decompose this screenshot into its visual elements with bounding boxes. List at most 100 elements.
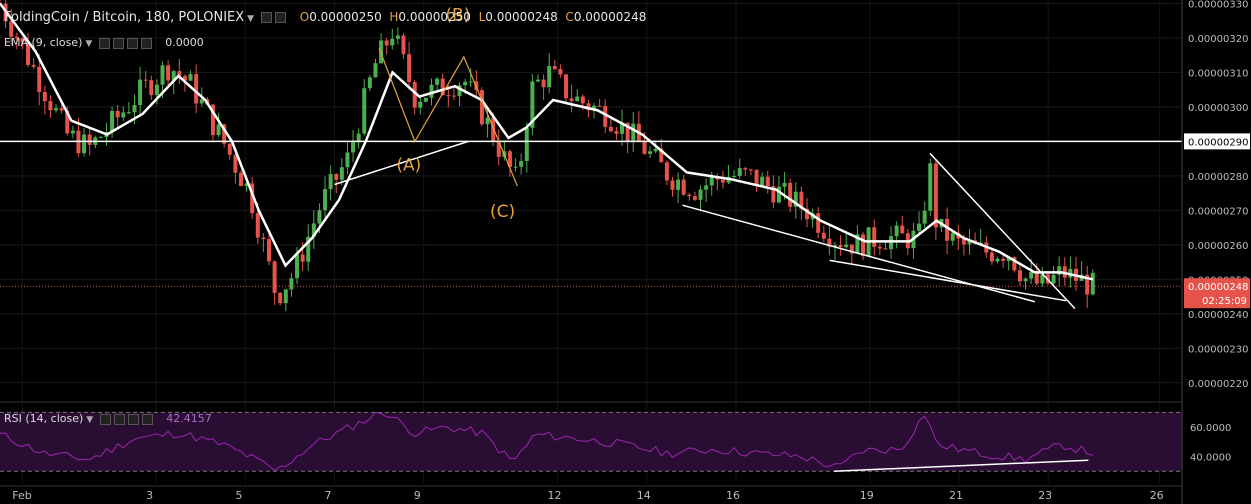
- candle-body: [687, 194, 692, 197]
- rsi-value: 42.4157: [166, 412, 212, 425]
- candle-body: [681, 179, 686, 195]
- trendline-a-support: [334, 140, 469, 186]
- eye-icon[interactable]: [260, 12, 272, 23]
- candle-body: [9, 21, 14, 37]
- more-icon[interactable]: [140, 37, 152, 49]
- settings-icon[interactable]: [274, 12, 286, 23]
- candle-body: [541, 79, 546, 88]
- rsi-line: [0, 411, 1093, 472]
- candle-body: [31, 64, 36, 67]
- candle-body: [334, 174, 339, 180]
- candle-body: [373, 63, 378, 78]
- candle-body: [395, 35, 400, 39]
- candle-body: [261, 237, 266, 240]
- more-icon[interactable]: [141, 413, 153, 425]
- trendline-falling-wedge-upper: [929, 152, 1076, 310]
- price-tick-label: 0.00000230: [1188, 344, 1248, 355]
- price-tick-label: 0.00000270: [1188, 206, 1248, 217]
- candle-body: [463, 81, 468, 86]
- candle-body: [1029, 271, 1034, 279]
- candle-body: [154, 84, 159, 96]
- candle-body: [238, 172, 243, 187]
- hline-badge-label: 0.00000290: [1188, 137, 1248, 148]
- candle-body: [407, 54, 412, 83]
- candle-body: [418, 101, 423, 108]
- candle-body: [289, 278, 294, 290]
- candle-body: [928, 163, 933, 211]
- candle-body: [552, 66, 557, 70]
- candle-body: [597, 105, 602, 107]
- candle-body: [166, 65, 171, 81]
- candle-body: [737, 168, 742, 176]
- candle-body: [485, 117, 490, 125]
- ema-line: [0, 2, 1094, 281]
- settings-icon[interactable]: [112, 37, 124, 49]
- candle-body: [894, 225, 899, 237]
- candle-body: [889, 236, 894, 250]
- candle-body: [748, 169, 753, 171]
- candle-body: [625, 122, 630, 142]
- candle-body: [827, 238, 832, 247]
- candle-body: [121, 112, 126, 118]
- close-icon[interactable]: [126, 37, 138, 49]
- candle-body: [37, 66, 42, 92]
- candle-body: [642, 140, 647, 154]
- candle-body: [978, 242, 983, 244]
- candle-body: [115, 110, 120, 118]
- time-tick-label: 21: [949, 489, 963, 502]
- open-value: 0.00000250: [309, 10, 382, 24]
- candle-body: [451, 95, 456, 97]
- candle-body: [754, 169, 759, 186]
- time-tick-label: 23: [1038, 489, 1052, 502]
- candle-body: [138, 79, 143, 106]
- candle-body: [14, 36, 19, 39]
- eye-icon[interactable]: [99, 413, 111, 425]
- candle-body: [1057, 266, 1062, 275]
- candle-body: [692, 196, 697, 200]
- chevron-down-icon[interactable]: ▼: [85, 39, 93, 49]
- candle-body: [653, 148, 658, 152]
- candle-body: [900, 225, 905, 234]
- candle-body: [295, 254, 300, 279]
- candle-body: [524, 127, 529, 162]
- price-tick-label: 0.00000220: [1188, 379, 1248, 390]
- eye-icon[interactable]: [98, 37, 110, 49]
- candle-body: [720, 179, 725, 183]
- candle-body: [300, 254, 305, 262]
- time-tick-label: 26: [1150, 489, 1164, 502]
- close-icon[interactable]: [127, 413, 139, 425]
- candle-body: [933, 163, 938, 228]
- candle-body: [367, 77, 372, 89]
- candle-body: [479, 90, 484, 125]
- candle-body: [177, 71, 182, 76]
- candle-body: [384, 40, 389, 46]
- candle-body: [1006, 257, 1011, 261]
- candle-body: [816, 213, 821, 233]
- candle-body: [676, 179, 681, 190]
- settings-icon[interactable]: [113, 413, 125, 425]
- candle-body: [861, 234, 866, 257]
- candle-body: [160, 65, 165, 85]
- candle-body: [1001, 258, 1006, 261]
- candle-body: [345, 152, 350, 168]
- candle-body: [210, 104, 215, 136]
- candle-body: [390, 38, 395, 46]
- candle-body: [950, 232, 955, 241]
- time-tick-label: 5: [235, 489, 242, 502]
- candle-body: [659, 148, 664, 163]
- high-value: 0.00000250: [398, 10, 471, 24]
- price-tick-label: 0.00000330: [1188, 0, 1248, 10]
- time-tick-label: Feb: [12, 489, 31, 502]
- candle-body: [603, 105, 608, 127]
- candle-body: [20, 38, 25, 43]
- candle-body: [266, 239, 271, 262]
- candle-body: [42, 91, 47, 102]
- hline-badge: [1184, 133, 1250, 150]
- chevron-down-icon[interactable]: ▼: [86, 415, 94, 425]
- candle-body: [586, 103, 591, 111]
- candle-body: [328, 174, 333, 190]
- time-tick-label: 19: [860, 489, 874, 502]
- candle-body: [82, 134, 87, 154]
- chevron-down-icon[interactable]: ▼: [247, 14, 255, 24]
